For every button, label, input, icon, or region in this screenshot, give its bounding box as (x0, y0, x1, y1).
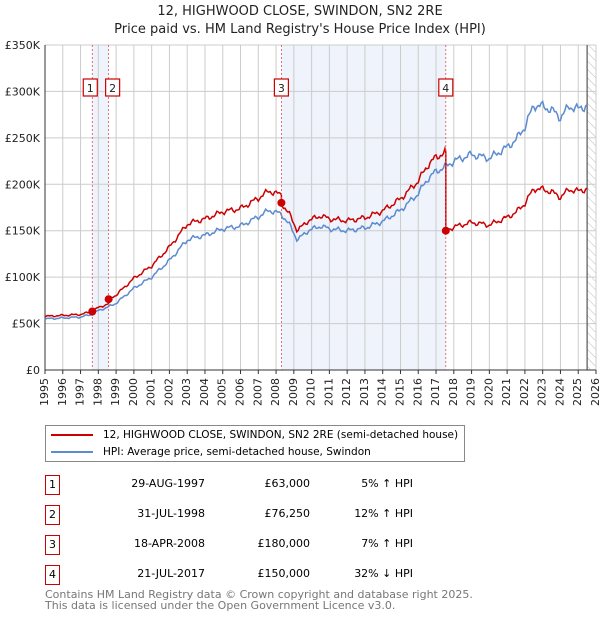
sale-label: 4 (442, 82, 449, 95)
x-tick-label: 2002 (162, 378, 175, 406)
sale-label-box (438, 78, 454, 97)
x-tick-label: 2008 (269, 378, 282, 406)
sale-point (88, 307, 97, 316)
sale-hpi-diff: 7% ↑ HPI (361, 537, 413, 550)
x-tick-label: 2016 (411, 378, 424, 406)
y-tick-label: £250K (5, 132, 41, 145)
sale-hpi-diff: 5% ↑ HPI (361, 477, 413, 490)
sale-price: £63,000 (264, 477, 311, 490)
x-tick-label: 1995 (38, 378, 51, 406)
sale-row: 1 29-AUG-1997 £63,000 5% ↑ HPI (45, 475, 445, 496)
legend-item-price: 12, HIGHWOOD CLOSE, SWINDON, SN2 2RE (se… (51, 429, 458, 441)
sale-label: 3 (278, 82, 285, 95)
sale-point (441, 226, 450, 235)
x-tick-label: 2024 (553, 378, 566, 406)
x-tick-label: 2004 (198, 378, 211, 406)
sale-marker-number: 2 (45, 505, 60, 525)
y-tick-label: £300K (5, 85, 41, 98)
x-tick-label: 1998 (91, 378, 104, 406)
x-tick-label: 2014 (376, 378, 389, 406)
y-tick-label: £200K (5, 178, 41, 191)
legend-label: HPI: Average price, semi-detached house,… (103, 446, 371, 458)
x-tick-label: 2012 (340, 378, 353, 406)
x-tick-label: 2001 (145, 378, 158, 406)
x-tick-label: 2006 (234, 378, 247, 406)
x-tick-label: 2015 (393, 378, 406, 406)
x-tick-label: 2009 (287, 378, 300, 406)
sale-price: £76,250 (264, 507, 311, 520)
hpi-line (44, 100, 588, 321)
sale-label-box (105, 78, 121, 97)
x-tick-label: 2010 (305, 378, 318, 406)
sale-label: 2 (109, 82, 116, 95)
x-tick-label: 1999 (109, 378, 122, 406)
legend-label: 12, HIGHWOOD CLOSE, SWINDON, SN2 2RE (se… (103, 429, 459, 441)
sale-row: 4 21-JUL-2017 £150,000 32% ↓ HPI (45, 565, 445, 586)
shaded-period (281, 45, 446, 370)
chart-subtitle: Price paid vs. HM Land Registry's House … (114, 22, 486, 37)
sale-point (277, 198, 286, 207)
sale-label: 1 (87, 82, 94, 95)
x-tick-label: 2017 (429, 378, 442, 406)
price-paid-line (44, 145, 588, 318)
sale-price: £180,000 (257, 537, 311, 550)
sale-row: 3 18-APR-2008 £180,000 7% ↑ HPI (45, 535, 445, 556)
sale-date: 18-APR-2008 (133, 537, 205, 550)
price-chart: 1995 1996 1997 1998 1999 2000 2001 2002 2003 2004… (5, 39, 600, 406)
x-tick-label: 2025 (571, 378, 584, 406)
x-tick-label: 1996 (56, 378, 69, 406)
y-tick-label: £100K (5, 271, 41, 284)
sale-marker-number: 3 (45, 535, 60, 555)
x-tick-label: 2005 (216, 378, 229, 406)
y-tick-label: £50K (12, 318, 41, 331)
x-tick-label: 2022 (518, 378, 531, 406)
sale-date: 21-JUL-2017 (137, 567, 205, 580)
sale-point (104, 295, 113, 304)
forecast-hatch (587, 45, 596, 370)
sale-hpi-diff: 12% ↑ HPI (354, 507, 413, 520)
sale-hpi-diff: 32% ↓ HPI (354, 567, 413, 580)
legend-item-hpi: HPI: Average price, semi-detached house,… (51, 446, 371, 458)
x-tick-label: 2026 (589, 378, 600, 406)
x-tick-label: 2003 (180, 378, 193, 406)
shaded-period (92, 45, 109, 370)
sale-label-box (82, 78, 98, 97)
sale-date: 31-JUL-1998 (137, 507, 205, 520)
x-tick-label: 1997 (74, 378, 87, 406)
footer-line: This data is licensed under the Open Gov… (45, 598, 396, 612)
sale-marker-number: 4 (45, 565, 60, 585)
x-tick-label: 2018 (447, 378, 460, 406)
sale-date: 29-AUG-1997 (131, 477, 205, 490)
x-tick-label: 2011 (322, 378, 335, 406)
y-tick-label: £150K (5, 225, 41, 238)
chart-title: 12, HIGHWOOD CLOSE, SWINDON, SN2 2RE (157, 4, 443, 19)
sale-label-box (273, 78, 289, 97)
y-tick-label: £350K (5, 39, 41, 52)
footer-line: Contains HM Land Registry data © Crown c… (45, 588, 473, 601)
y-tick-label: £0 (26, 364, 40, 377)
x-tick-label: 2020 (482, 378, 495, 406)
sale-marker-number: 1 (45, 475, 60, 495)
x-tick-label: 2013 (358, 378, 371, 406)
x-tick-label: 2007 (251, 378, 264, 406)
x-tick-label: 2023 (536, 378, 549, 406)
x-tick-label: 2021 (500, 378, 513, 406)
legend: 12, HIGHWOOD CLOSE, SWINDON, SN2 2RE (se… (45, 425, 465, 462)
sale-price: £150,000 (257, 567, 311, 580)
x-tick-label: 2000 (127, 378, 140, 406)
sale-row: 2 31-JUL-1998 £76,250 12% ↑ HPI (45, 505, 445, 526)
footer: Contains HM Land Registry data © Crown c… (45, 588, 473, 612)
x-tick-label: 2019 (465, 378, 478, 406)
